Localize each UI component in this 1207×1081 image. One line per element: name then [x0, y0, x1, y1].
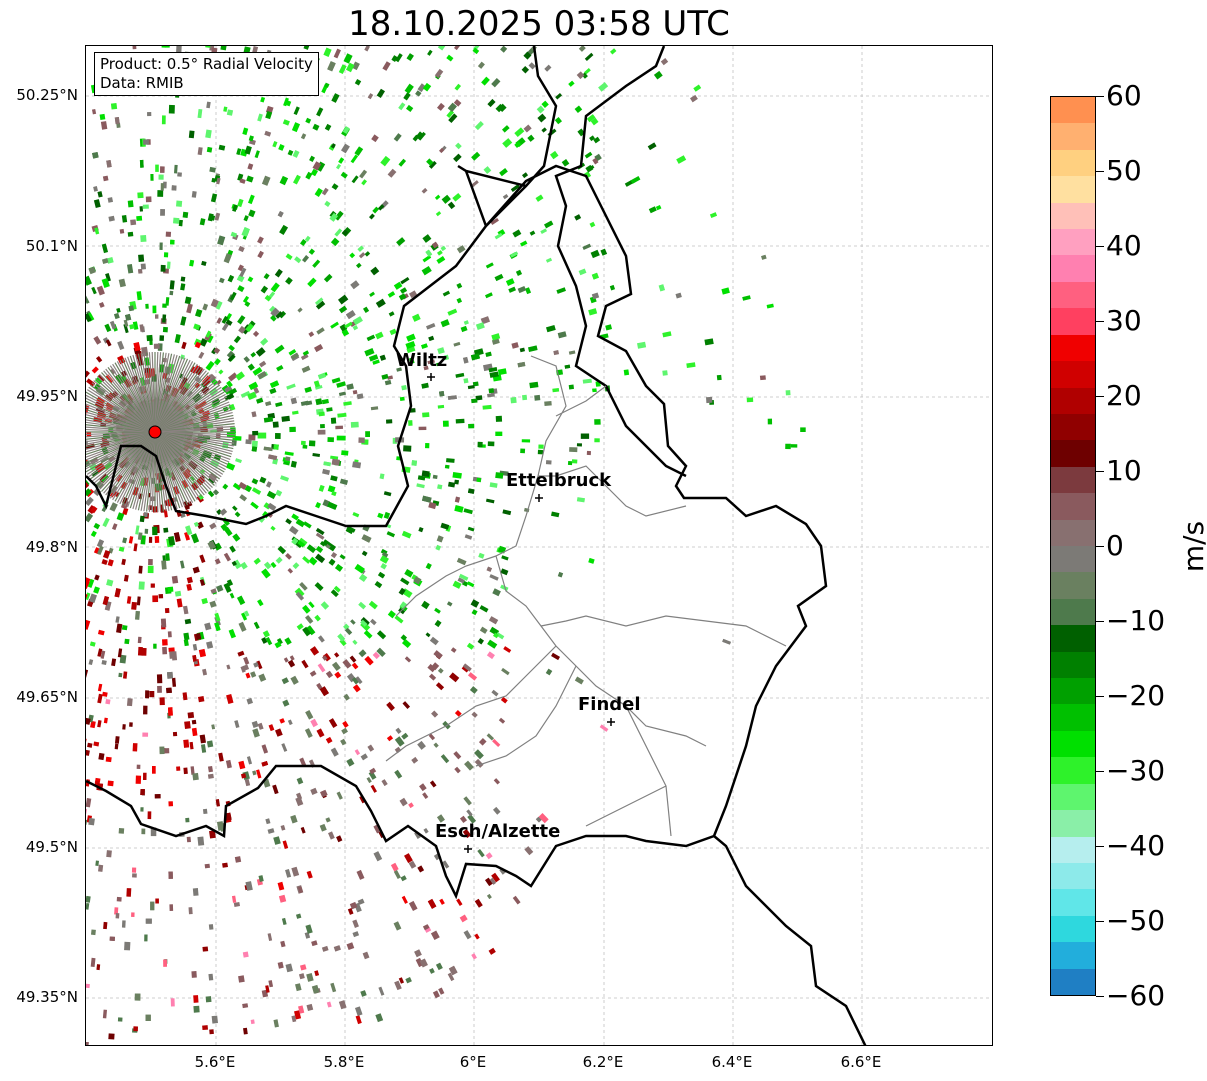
- map-title: 18.10.2025 03:58 UTC: [348, 4, 730, 44]
- lat-tick-label: 49.8°N: [25, 538, 78, 556]
- colorbar-tick: [1096, 996, 1104, 997]
- city-label-findel: Findel: [578, 694, 641, 715]
- colorbar-tick: [1096, 846, 1104, 847]
- colorbar-tick-label: 30: [1106, 304, 1142, 337]
- radar-map[interactable]: [85, 45, 993, 1046]
- lat-tick-label: 50.1°N: [25, 237, 78, 255]
- lat-tick-label: 49.65°N: [16, 688, 78, 706]
- colorbar-segment: [1051, 678, 1095, 706]
- lon-tick-label: 5.8°E: [323, 1053, 365, 1071]
- colorbar-tick-label: −50: [1106, 904, 1166, 937]
- colorbar-tick-label: 0: [1106, 529, 1124, 562]
- colorbar-tick: [1096, 546, 1104, 547]
- colorbar-segment: [1051, 361, 1095, 389]
- lat-tick-label: 49.35°N: [16, 988, 78, 1006]
- city-marker-icon: [535, 494, 543, 502]
- colorbar-segment: [1051, 387, 1095, 415]
- city-marker-icon: [464, 845, 472, 853]
- colorbar-segment: [1051, 915, 1095, 944]
- colorbar-tick: [1096, 471, 1104, 472]
- colorbar-tick: [1096, 696, 1104, 697]
- colorbar-segment: [1051, 202, 1095, 231]
- colorbar-tick-label: 40: [1106, 229, 1142, 262]
- colorbar-segment: [1051, 519, 1095, 547]
- canton-borders: [385, 355, 787, 837]
- colorbar-tick: [1096, 621, 1104, 622]
- germany-border: [554, 46, 687, 478]
- graticule-grid: [86, 46, 992, 1045]
- colorbar-segment: [1051, 413, 1095, 442]
- lon-tick-label: 6°E: [459, 1053, 487, 1071]
- map-canvas: [86, 46, 992, 1045]
- colorbar-segment: [1051, 308, 1095, 336]
- colorbar-segment: [1051, 255, 1095, 283]
- colorbar-unit-label: m/s: [1177, 520, 1207, 573]
- data-source-label: Data: RMIB: [100, 74, 184, 92]
- product-info-box: Product: 0.5° Radial Velocity Data: RMIB: [94, 52, 319, 96]
- radar-site-marker: [148, 425, 162, 439]
- colorbar-tick-label: −10: [1106, 604, 1166, 637]
- city-label-wiltz: Wiltz: [396, 350, 448, 371]
- colorbar-tick-label: 20: [1106, 379, 1142, 412]
- colorbar-segment: [1051, 229, 1095, 257]
- colorbar-tick-label: −20: [1106, 679, 1166, 712]
- colorbar-segment: [1051, 836, 1095, 864]
- colorbar-tick: [1096, 96, 1104, 97]
- colorbar-segment: [1051, 942, 1095, 970]
- colorbar-tick: [1096, 771, 1104, 772]
- colorbar-segment: [1051, 176, 1095, 204]
- colorbar-tick-label: −40: [1106, 829, 1166, 862]
- colorbar-segment: [1051, 651, 1095, 680]
- lat-tick-label: 50.25°N: [16, 86, 78, 104]
- lon-tick-label: 6.2°E: [582, 1053, 624, 1071]
- luxembourg-border: [86, 46, 867, 1045]
- lat-tick-label: 49.5°N: [25, 838, 78, 856]
- city-marker-icon: [607, 718, 615, 726]
- colorbar-segment: [1051, 493, 1095, 521]
- city-marker-icon: [427, 373, 435, 381]
- colorbar-segment: [1051, 546, 1095, 574]
- colorbar-tick: [1096, 396, 1104, 397]
- colorbar-tick: [1096, 171, 1104, 172]
- colorbar-segment: [1051, 704, 1095, 732]
- radar-echoes: [86, 46, 806, 1045]
- colorbar-segment: [1051, 598, 1095, 627]
- colorbar-segment: [1051, 281, 1095, 310]
- colorbar-tick-label: 10: [1106, 454, 1142, 487]
- colorbar-segment: [1051, 440, 1095, 468]
- colorbar-segment: [1051, 810, 1095, 838]
- colorbar-segment: [1051, 730, 1095, 759]
- colorbar-tick-label: 50: [1106, 154, 1142, 187]
- colorbar-segment: [1051, 889, 1095, 917]
- colorbar-segment: [1051, 334, 1095, 363]
- colorbar-tick: [1096, 246, 1104, 247]
- colorbar-segment: [1051, 862, 1095, 891]
- borders: [86, 46, 867, 1045]
- lat-tick-label: 49.95°N: [16, 387, 78, 405]
- colorbar-tick: [1096, 321, 1104, 322]
- colorbar-segment: [1051, 572, 1095, 600]
- colorbar-tick: [1096, 921, 1104, 922]
- colorbar-segment: [1051, 625, 1095, 653]
- colorbar-segment: [1051, 97, 1095, 125]
- lon-tick-label: 6.6°E: [840, 1053, 882, 1071]
- colorbar-segment: [1051, 968, 1095, 995]
- colorbar-tick-label: −30: [1106, 754, 1166, 787]
- lon-tick-label: 6.4°E: [711, 1053, 753, 1071]
- colorbar: [1050, 96, 1096, 996]
- colorbar-segment: [1051, 783, 1095, 812]
- product-label: Product: 0.5° Radial Velocity: [100, 55, 313, 73]
- colorbar-tick-label: −60: [1106, 979, 1166, 1012]
- city-markers: [148, 373, 615, 853]
- city-label-ettelbruck: Ettelbruck: [506, 470, 612, 491]
- colorbar-tick-label: 60: [1106, 79, 1142, 112]
- colorbar-segment: [1051, 123, 1095, 151]
- colorbar-segment: [1051, 757, 1095, 785]
- city-label-esch-alzette: Esch/Alzette: [435, 821, 561, 842]
- colorbar-segment: [1051, 149, 1095, 178]
- colorbar-segment: [1051, 466, 1095, 495]
- lon-tick-label: 5.6°E: [194, 1053, 236, 1071]
